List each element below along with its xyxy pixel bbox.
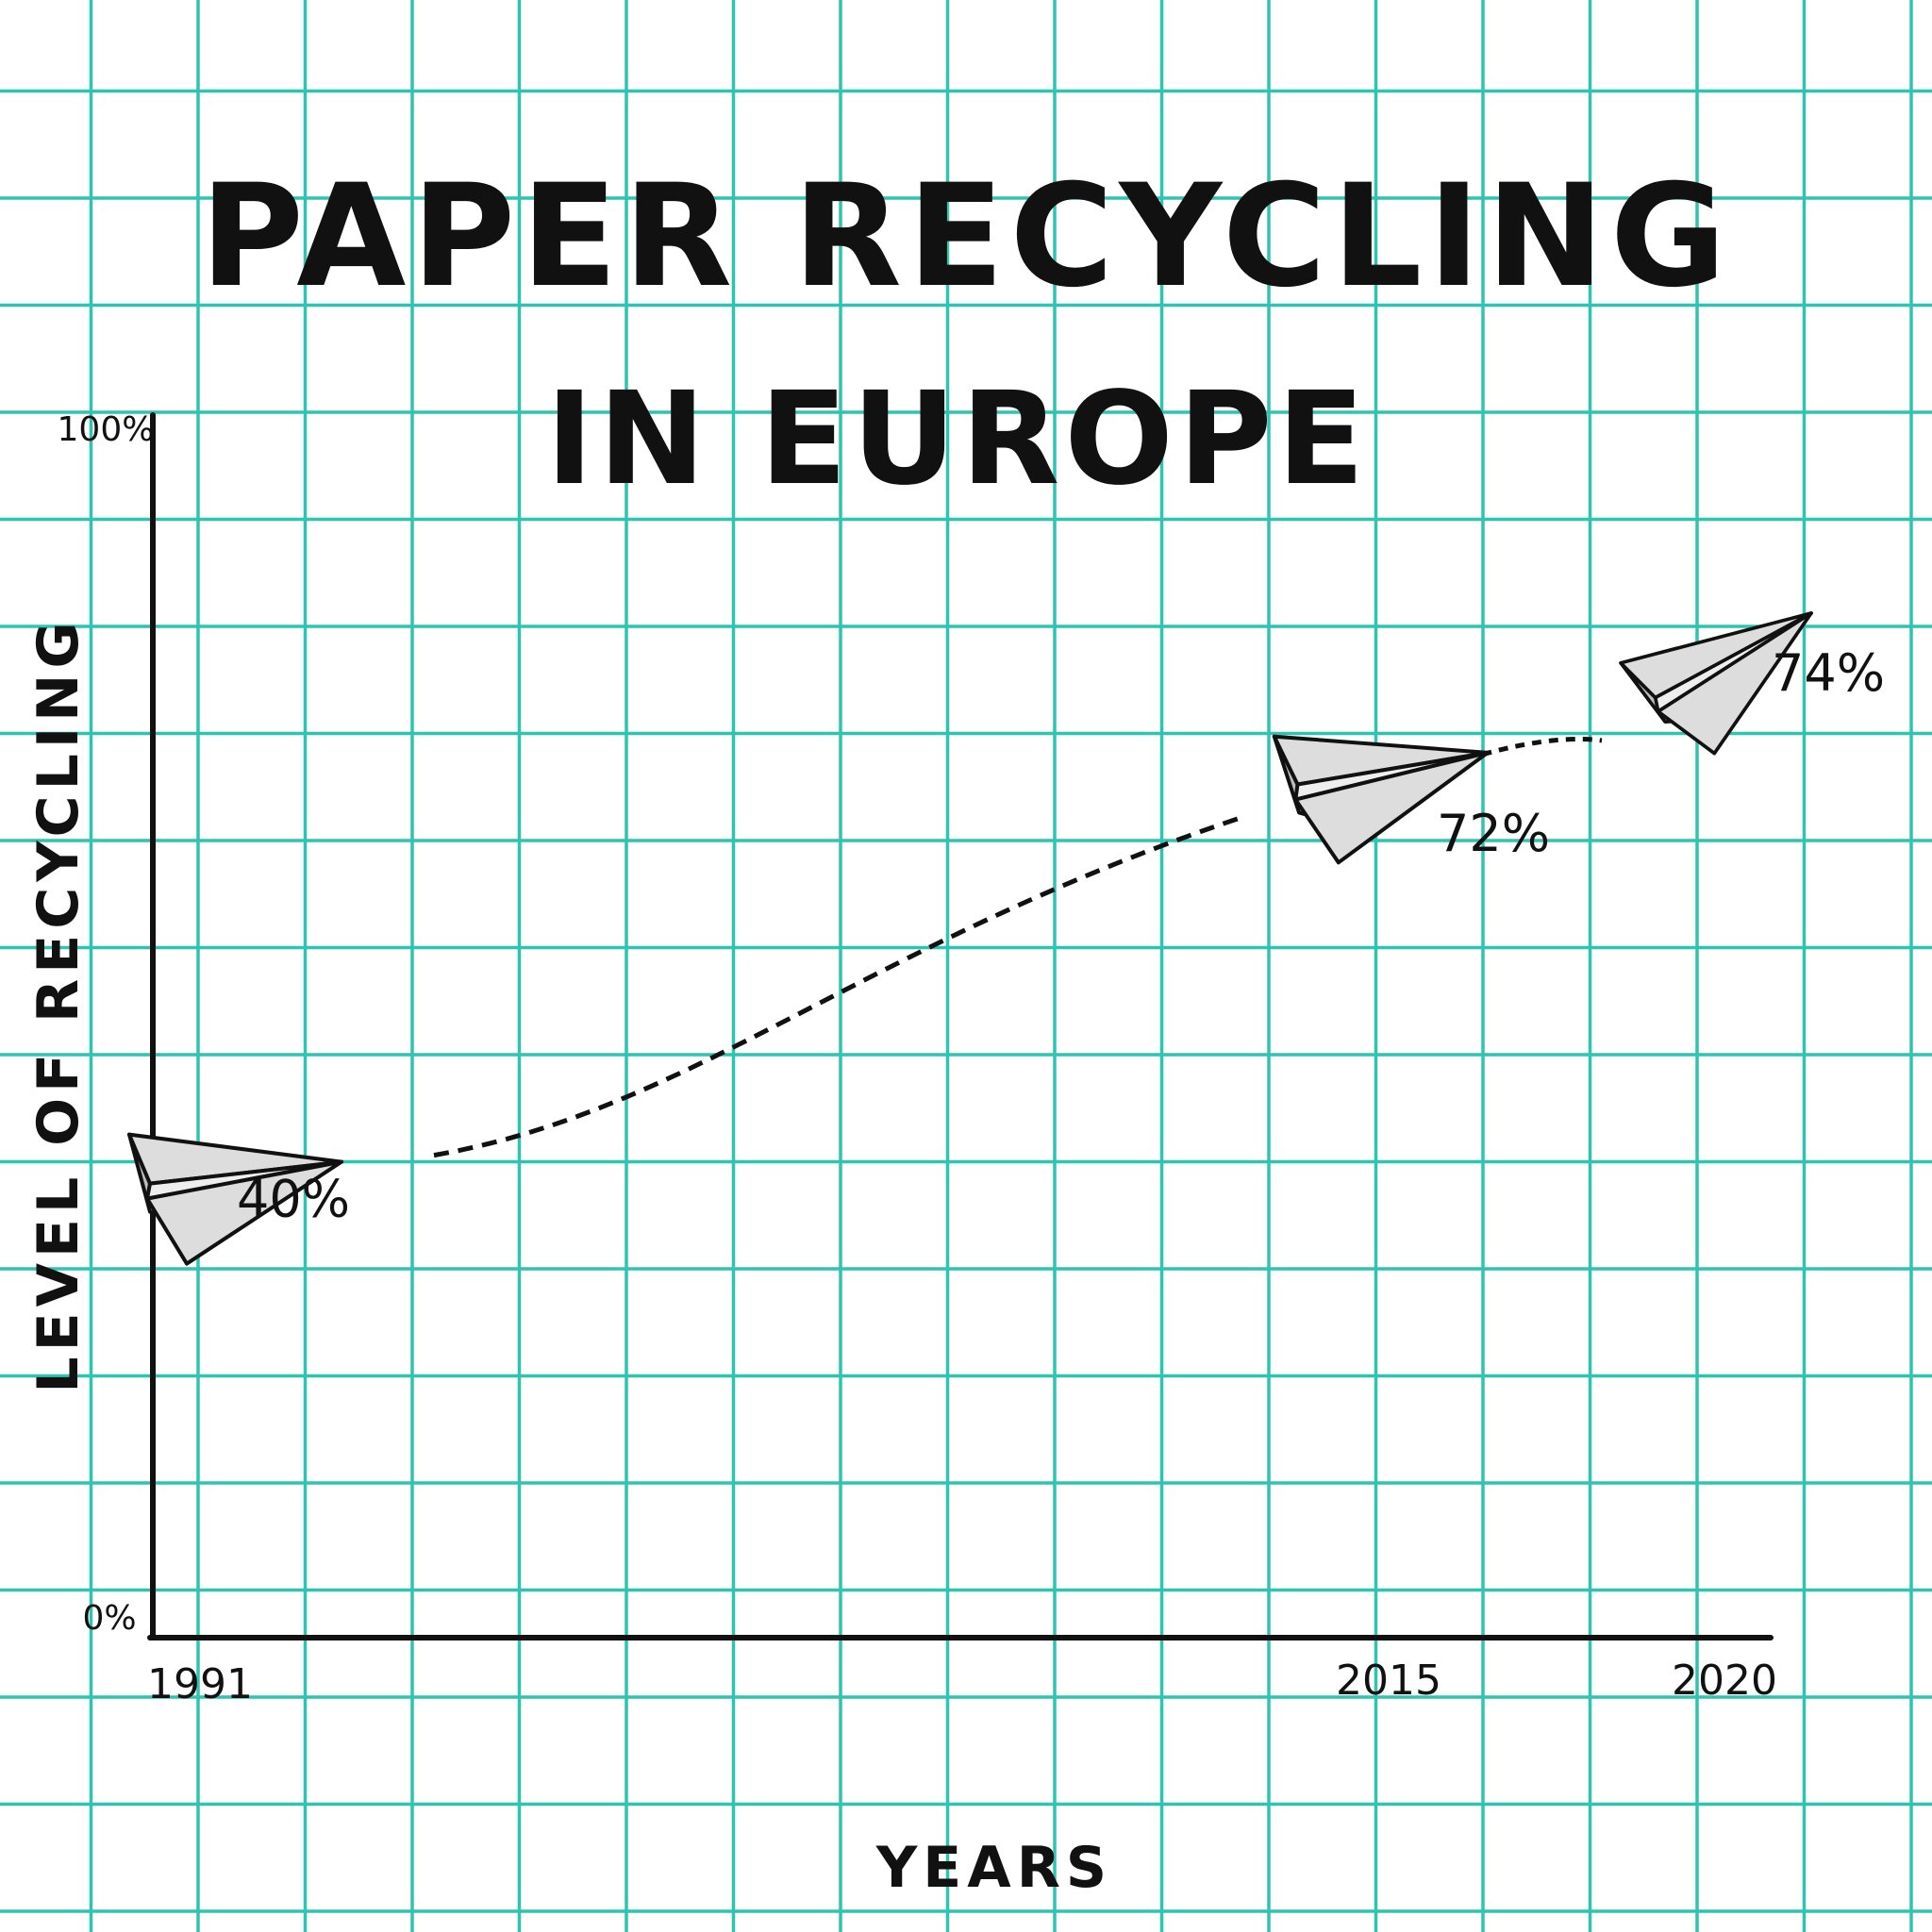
series-layer: 40% 72% 74%: [127, 611, 1885, 1266]
x-axis-title: YEARS: [875, 1835, 1112, 1901]
chart-subtitle: IN EUROPE: [545, 365, 1369, 514]
chart-title: PAPER RECYCLING: [200, 155, 1732, 319]
paper-plane-icon: [127, 1132, 343, 1266]
data-label: 72%: [1437, 804, 1550, 863]
data-label: 74%: [1772, 643, 1885, 703]
paper-plane-icon: [1272, 734, 1490, 865]
y-tick-label-top: 100%: [58, 410, 155, 449]
trend-line-segment: [1465, 737, 1603, 762]
paper-plane-icon: [1619, 611, 1813, 756]
x-tick-label-2015: 2015: [1336, 1657, 1441, 1705]
trend-line-segment: [433, 816, 1239, 1158]
data-label: 40%: [237, 1170, 350, 1229]
y-tick-label-bottom: 0%: [82, 1599, 136, 1638]
x-tick-label-1991: 1991: [147, 1660, 253, 1708]
x-tick-label-2020: 2020: [1672, 1657, 1777, 1705]
y-axis-title: LEVEL OF RECYCLING: [25, 616, 92, 1392]
